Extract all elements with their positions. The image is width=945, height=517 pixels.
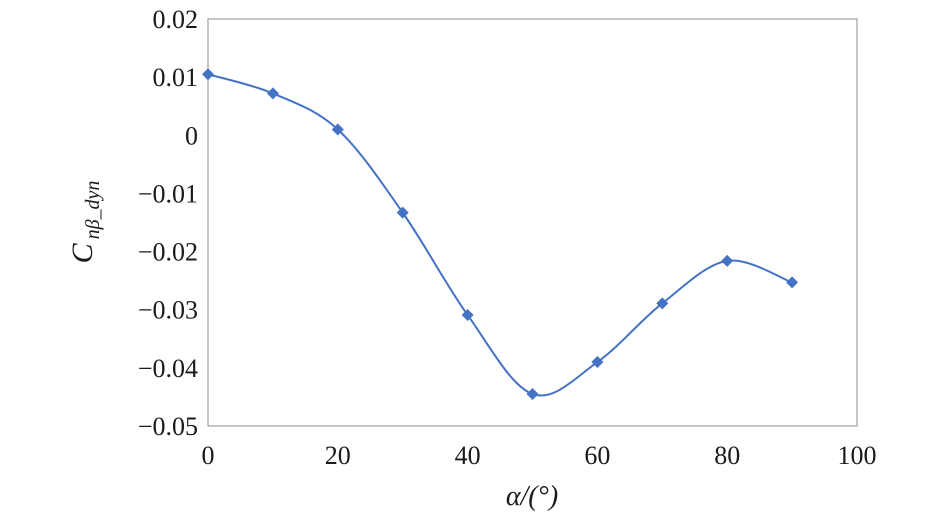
data-point-marker xyxy=(656,297,669,310)
y-tick-label: 0.01 xyxy=(153,63,199,92)
data-point-marker xyxy=(266,87,279,100)
y-tick-label: −0.03 xyxy=(138,296,198,325)
x-axis-title: α/(°) xyxy=(506,481,558,512)
data-point-marker xyxy=(526,388,539,401)
data-point-marker xyxy=(202,68,214,81)
y-tick-label: −0.01 xyxy=(138,179,198,208)
y-tick-label: −0.04 xyxy=(138,354,198,383)
plot-area xyxy=(207,18,858,427)
data-point-marker xyxy=(461,308,474,321)
data-point-marker xyxy=(721,254,734,267)
x-tick-label: 100 xyxy=(838,441,877,470)
y-tick-label: 0 xyxy=(185,121,198,150)
data-point-marker xyxy=(591,356,604,369)
y-axis-ticks: 0.02 0.01 0 −0.01 −0.02 −0.03 −0.04 −0.05 xyxy=(138,5,198,441)
data-point-marker xyxy=(396,206,409,219)
series-line xyxy=(207,73,793,397)
data-point-marker xyxy=(331,123,344,136)
y-axis-title: C nβ_dyn xyxy=(66,181,104,264)
x-axis-ticks: 0 20 40 60 80 100 xyxy=(202,441,877,470)
x-tick-label: 40 xyxy=(455,441,481,470)
y-tick-label: −0.05 xyxy=(138,412,198,441)
y-axis-title-subscript: nβ_dyn xyxy=(82,181,104,240)
data-point-marker xyxy=(786,276,799,289)
y-tick-label: 0.02 xyxy=(153,5,199,34)
series-markers xyxy=(202,68,799,401)
y-axis-title-main: C xyxy=(66,242,99,263)
x-tick-label: 80 xyxy=(714,441,740,470)
y-tick-label: −0.02 xyxy=(138,238,198,267)
x-tick-label: 20 xyxy=(325,441,351,470)
x-tick-label: 60 xyxy=(584,441,610,470)
x-tick-label: 0 xyxy=(202,441,215,470)
